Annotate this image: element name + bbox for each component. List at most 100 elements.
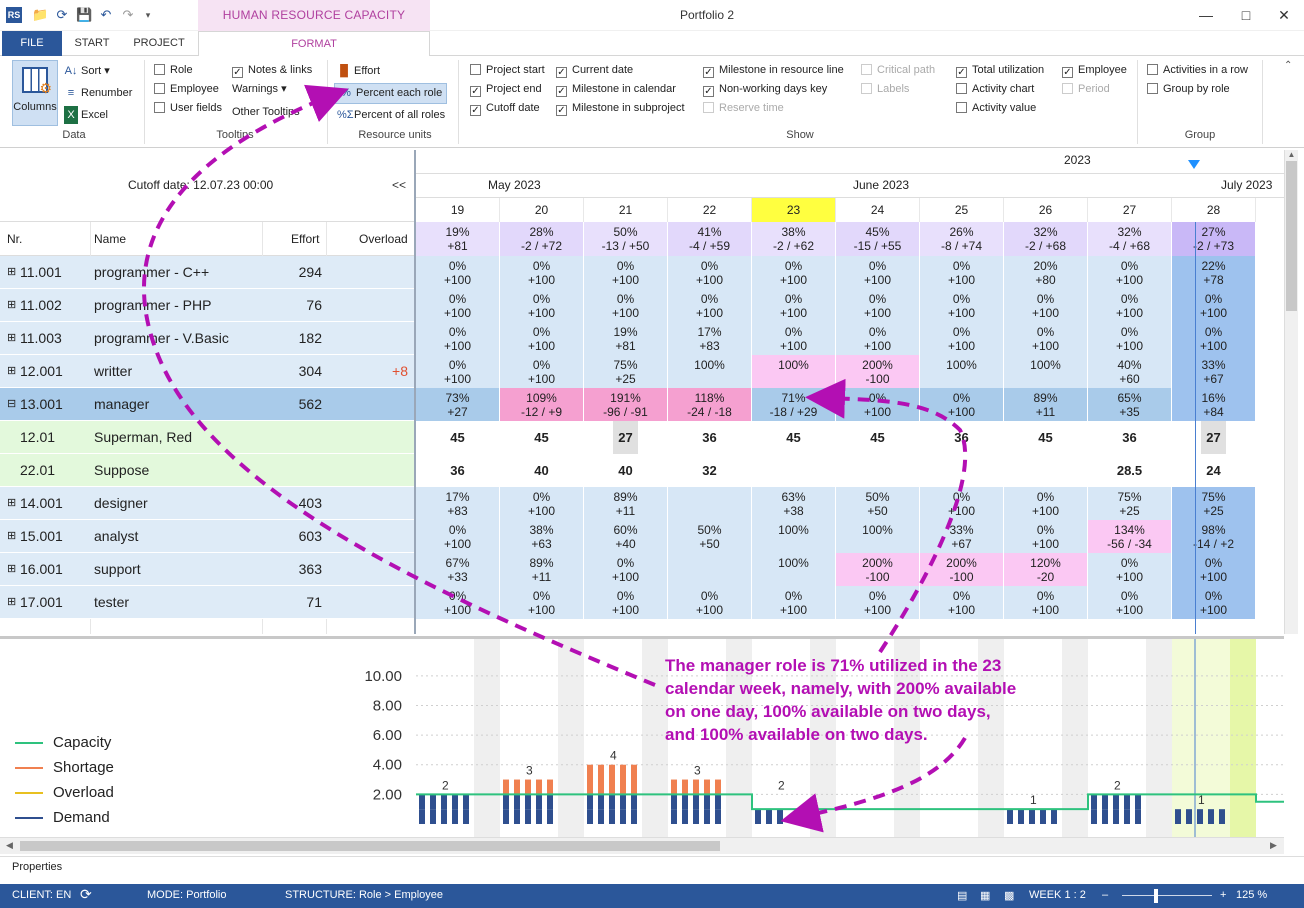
utilization-cell[interactable]: 0% +100 [1172,322,1256,355]
utilization-cell[interactable]: 0% +100 [836,256,920,289]
checkbox-project-start[interactable]: Project start [470,63,545,79]
utilization-cell[interactable]: 65% +35 [1088,388,1172,421]
utilization-cell[interactable]: 0% +100 [752,322,836,355]
utilization-cell[interactable]: 0% +100 [416,355,500,388]
utilization-cell[interactable]: 32 [668,454,752,487]
view-normal-icon[interactable]: ▤ [957,890,968,902]
week-header-23[interactable]: 23 [752,198,836,222]
utilization-cell[interactable]: 0% +100 [920,256,1004,289]
utilization-cell[interactable]: 0% +100 [836,322,920,355]
checkbox-role[interactable]: Role [154,63,193,79]
maximize-icon[interactable]: □ [1241,7,1251,23]
redo-icon[interactable]: ↷ [122,7,134,22]
scroll-right-icon[interactable]: ▶ [1270,840,1277,850]
utilization-cell[interactable]: 0% +100 [1088,586,1172,619]
checkbox-employee-show[interactable]: ✓ Employee [1062,64,1127,78]
utilization-cell[interactable]: 75% +25 [1088,487,1172,520]
utilization-cell[interactable]: 200% -100 [836,553,920,586]
utilization-cell[interactable]: 67% +33 [416,553,500,586]
role-row[interactable]: ⊞ 11.002 programmer - PHP 76 [0,289,414,322]
utilization-cell[interactable]: 33% +67 [1172,355,1256,388]
utilization-cell[interactable]: 0% +100 [500,487,584,520]
utilization-cell[interactable]: 36 [1088,421,1172,454]
sort-button[interactable]: A↓ Sort ▾ [64,62,110,80]
utilization-cell[interactable]: 0% +100 [668,586,752,619]
utilization-cell[interactable]: 40 [584,454,668,487]
utilization-cell[interactable]: 0% +100 [584,289,668,322]
utilization-cell[interactable]: 50% +50 [836,487,920,520]
utilization-cell[interactable]: 100% [836,520,920,553]
zoom-slider-handle[interactable] [1154,889,1158,903]
week-header-20[interactable]: 20 [500,198,584,222]
utilization-cell[interactable]: 45 [500,421,584,454]
utilization-cell[interactable]: 100% [920,355,1004,388]
minimize-icon[interactable]: — [1199,7,1213,23]
refresh-icon[interactable]: ⟳ [56,7,68,22]
utilization-cell[interactable]: 0% +100 [920,322,1004,355]
expand-icon[interactable]: ⊞ [7,530,17,542]
utilization-cell[interactable]: 24 [1172,454,1256,487]
zoom-slider[interactable] [1122,895,1212,896]
utilization-cell[interactable] [752,454,836,487]
utilization-cell[interactable]: 0% +100 [920,289,1004,322]
expand-icon[interactable]: ⊞ [7,563,17,575]
tab-file[interactable]: FILE [2,31,62,56]
utilization-cell[interactable]: 0% +100 [1004,322,1088,355]
warnings-dropdown[interactable]: Warnings ▾ [232,83,287,95]
utilization-cell[interactable]: 0% +100 [920,388,1004,421]
collapse-ribbon-icon[interactable]: ⌃ [1284,60,1293,71]
utilization-cell[interactable]: 0% +100 [1088,256,1172,289]
view-grid-icon[interactable]: ▦ [980,890,991,902]
role-row[interactable]: ⊞ 11.001 programmer - C++ 294 [0,256,414,289]
expand-icon[interactable]: ⊞ [7,266,17,278]
utilization-cell[interactable]: 50% +50 [668,520,752,553]
quick-access-dropdown-icon[interactable]: ▾ [145,10,151,20]
utilization-cell[interactable]: 0% +100 [1004,487,1088,520]
expand-icon[interactable]: ⊞ [7,596,17,608]
expand-icon[interactable]: ⊟ [7,398,17,410]
week-header-24[interactable]: 24 [836,198,920,222]
utilization-cell[interactable]: 0% +100 [752,289,836,322]
grid-vertical-scrollbar[interactable]: ▲ [1284,150,1298,634]
undo-icon[interactable]: ↶ [100,7,112,22]
utilization-cell[interactable]: 0% +100 [836,289,920,322]
utilization-cell[interactable]: 0% +100 [1088,553,1172,586]
utilization-cell[interactable]: 45 [416,421,500,454]
utilization-cell[interactable]: 45 [836,421,920,454]
header-name[interactable]: Name [94,232,127,246]
checkbox-activity-value[interactable]: Activity value [956,101,1036,117]
utilization-cell[interactable]: 0% +100 [668,289,752,322]
expand-icon[interactable]: ⊞ [7,299,17,311]
utilization-cell[interactable]: 0% +100 [500,289,584,322]
utilization-cell[interactable]: 27 [584,421,668,454]
utilization-cell[interactable]: 100% [752,553,836,586]
utilization-cell[interactable]: 45 [1004,421,1088,454]
utilization-cell[interactable]: 120% -20 [1004,553,1088,586]
scroll-left-icon[interactable]: ◀ [6,840,13,850]
utilization-cell[interactable]: 60% +40 [584,520,668,553]
status-client[interactable]: CLIENT: EN [12,889,72,901]
checkbox-activities-row[interactable]: Activities in a row [1147,63,1248,79]
close-icon[interactable]: ✕ [1278,7,1290,23]
utilization-cell[interactable]: 0% +100 [668,256,752,289]
utilization-cell[interactable]: 33% +67 [920,520,1004,553]
week-header-21[interactable]: 21 [584,198,668,222]
checkbox-total-utilization[interactable]: ✓ Total utilization [956,64,1045,78]
effort-button[interactable]: █ Effort [337,62,380,80]
utilization-cell[interactable]: 98% -14 / +2 [1172,520,1256,553]
utilization-cell[interactable]: 0% +100 [1088,322,1172,355]
utilization-cell[interactable]: 89% +11 [500,553,584,586]
utilization-cell[interactable]: 40% +60 [1088,355,1172,388]
properties-tab[interactable]: Properties [12,861,63,873]
utilization-cell[interactable]: 40 [500,454,584,487]
checkbox-group-by-role[interactable]: Group by role [1147,82,1230,98]
utilization-cell[interactable]: 0% +100 [1088,289,1172,322]
utilization-cell[interactable]: 0% +100 [416,520,500,553]
utilization-cell[interactable]: 109% -12 / +9 [500,388,584,421]
columns-button[interactable]: ⚙ Columns [12,60,58,126]
role-row[interactable]: ⊟ 13.001 manager 562 [0,388,414,421]
utilization-cell[interactable]: 75% +25 [584,355,668,388]
utilization-cell[interactable]: 0% +100 [1004,289,1088,322]
expand-icon[interactable]: ⊞ [7,332,17,344]
zoom-out-icon[interactable]: – [1102,889,1109,901]
